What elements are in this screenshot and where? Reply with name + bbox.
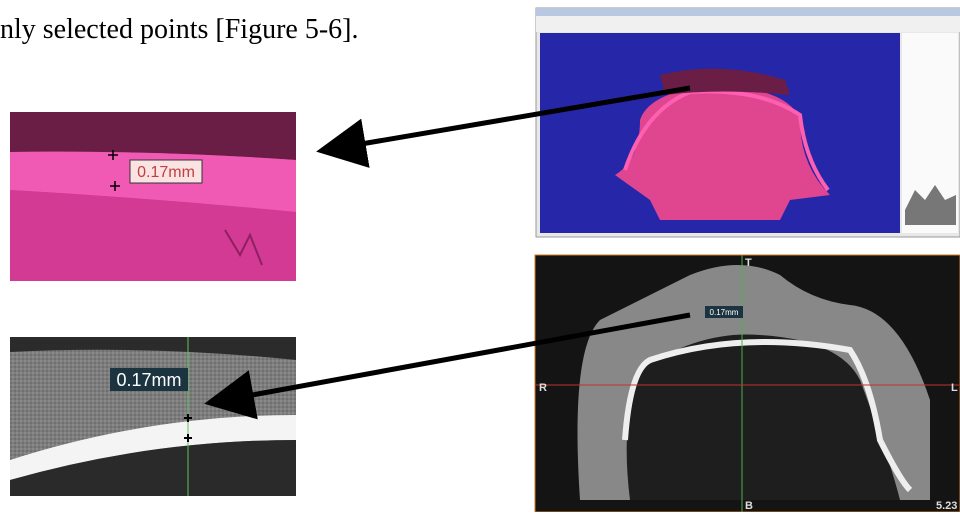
orientation-label: T <box>745 257 752 269</box>
ct-slice: 0.17mm T R L B 5.23 <box>535 255 960 512</box>
body-text: nly selected points [Figure 5-6]. <box>0 14 358 45</box>
measure-label: 0.17mm <box>710 308 739 317</box>
page: nly selected points [Figure 5-6]. 0.17mm… <box>0 0 960 512</box>
software-screenshot <box>536 8 960 237</box>
scale-label: 5.23 <box>936 500 957 512</box>
measure-label: 0.17mm <box>116 370 181 390</box>
zoom-3d-panel: 0.17mm <box>10 112 296 281</box>
zoom-ct-panel: 0.17mm <box>10 337 296 496</box>
measure-label: 0.17mm <box>137 164 195 181</box>
orientation-label: L <box>951 382 958 394</box>
orientation-label: R <box>539 382 547 394</box>
orientation-label: B <box>745 500 753 512</box>
